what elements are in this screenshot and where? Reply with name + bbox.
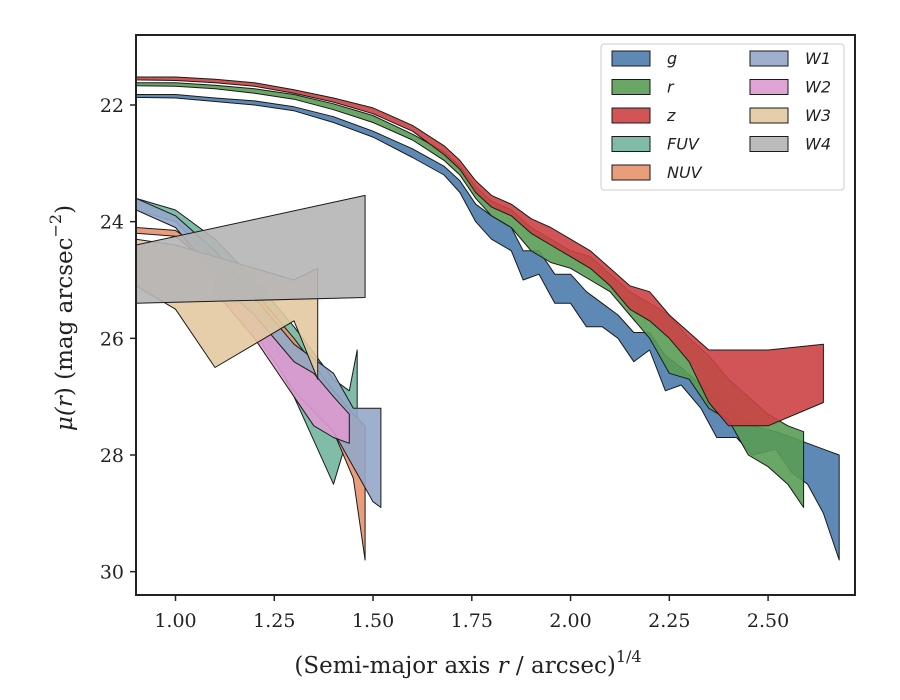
plot-area (136, 76, 840, 561)
y-tick-label: 22 (100, 95, 124, 117)
x-axis-label: (Semi-major axis r / arcsec)1/4 (294, 647, 641, 679)
y-axis: 22 24 26 28 30 (100, 95, 136, 584)
legend-label-w3: W3 (805, 106, 831, 125)
legend-swatch-nuv (611, 164, 651, 181)
y-tick-label: 24 (100, 212, 124, 234)
band-w4 (136, 194, 366, 304)
legend-swatch-z (611, 107, 651, 124)
legend-label-nuv: NUV (667, 163, 703, 182)
x-tick-label: 1.00 (154, 610, 196, 632)
y-tick-label: 28 (100, 445, 124, 467)
legend: grz FUV NUV W1 W2 W3 W4 (600, 43, 845, 191)
x-tick-label: 2.00 (549, 610, 591, 632)
x-tick-label: 1.75 (451, 610, 493, 632)
plot-frame (135, 34, 856, 596)
y-tick-label: 30 (100, 562, 124, 584)
legend-label-w2: W2 (805, 78, 831, 97)
legend-label-w1: W1 (805, 49, 831, 68)
legend-label-g: g (667, 49, 677, 68)
x-axis: 1.00 1.25 1.50 1.75 2.00 2.25 2.50 (154, 595, 789, 632)
x-tick-label: 1.25 (253, 610, 295, 632)
legend-label-w4: W4 (805, 135, 831, 154)
legend-swatch-w4 (749, 136, 789, 152)
legend-swatch-g (611, 50, 651, 67)
band-z (136, 76, 824, 427)
legend-swatch-w1 (749, 50, 789, 67)
legend-label-fuv: FUV (667, 135, 700, 154)
y-axis-label: μ(r) (mag arcsec−2) (46, 205, 78, 431)
legend-swatch-w3 (749, 107, 789, 124)
legend-swatch-r (611, 79, 651, 95)
legend-swatch-fuv (611, 136, 651, 152)
legend-swatch-w2 (749, 79, 789, 95)
x-tick-label: 2.25 (648, 610, 690, 632)
x-tick-label: 1.50 (352, 610, 394, 632)
x-tick-label: 2.50 (747, 610, 789, 632)
y-tick-label: 26 (100, 328, 124, 350)
legend-label-r: r (667, 78, 675, 97)
legend-label-z: z (666, 106, 676, 125)
